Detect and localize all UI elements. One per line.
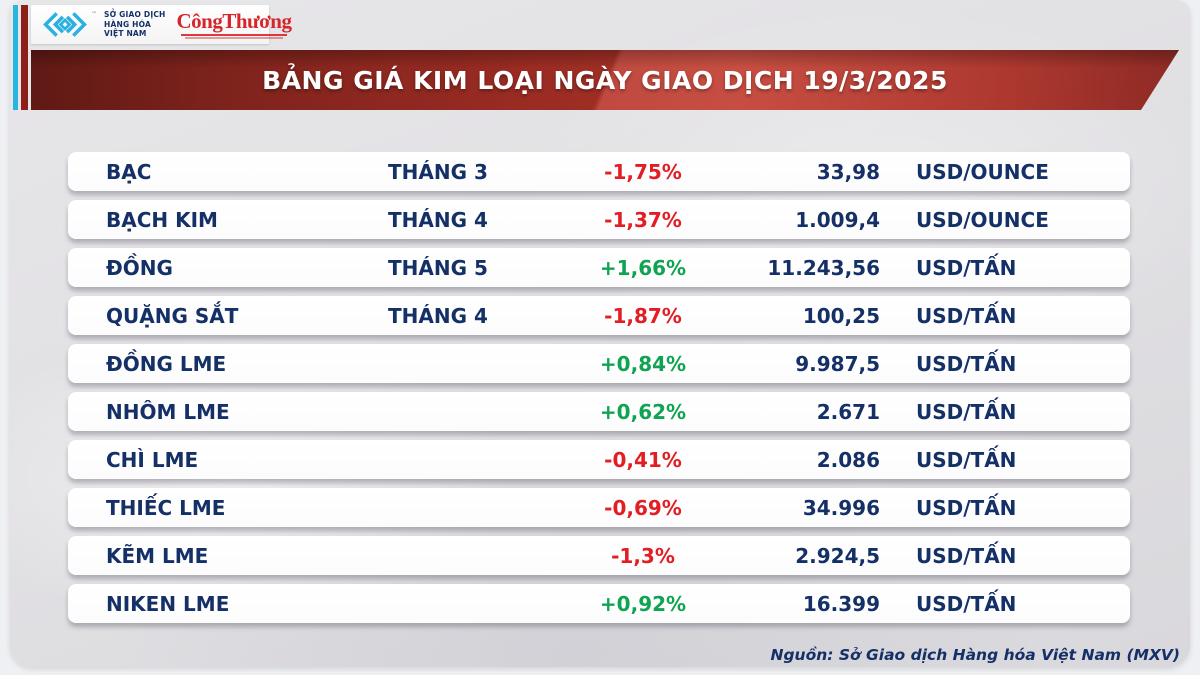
price-value: 2.086 — [816, 447, 880, 472]
commodity-name: BẠC — [106, 159, 152, 184]
title-banner: BẢNG GIÁ KIM LOẠI NGÀY GIAO DỊCH 19/3/20… — [31, 50, 1179, 110]
contract-month: THÁNG 4 — [388, 303, 488, 328]
accent-bar-cyan — [13, 5, 18, 110]
table-row: NIKEN LME +0,92% 16.399 USD/TẤN — [68, 584, 1130, 623]
change-percent: -1,87% — [604, 303, 682, 328]
price-unit: USD/OUNCE — [916, 159, 1049, 184]
price-value: 1.009,4 — [795, 207, 880, 232]
contract-month: THÁNG 3 — [388, 159, 488, 184]
contract-month: THÁNG 5 — [388, 255, 488, 280]
price-unit: USD/OUNCE — [916, 207, 1049, 232]
change-percent: +0,62% — [599, 399, 687, 424]
change-percent: +0,92% — [599, 591, 687, 616]
table-row: QUẶNG SẮT THÁNG 4 -1,87% 100,25 USD/TẤN — [68, 296, 1130, 335]
accent-bar-maroon — [21, 5, 28, 110]
commodity-name: ĐỒNG LME — [106, 351, 227, 376]
price-value: 34.996 — [802, 495, 880, 520]
table-row: THIẾC LME -0,69% 34.996 USD/TẤN — [68, 488, 1130, 527]
table-row: CHÌ LME -0,41% 2.086 USD/TẤN — [68, 440, 1130, 479]
mxv-logo-text: SỞ GIAO DỊCH HÀNG HÓA VIỆT NAM — [104, 10, 166, 39]
price-unit: USD/TẤN — [916, 543, 1017, 568]
price-value: 2.924,5 — [795, 543, 880, 568]
price-value: 9.987,5 — [795, 351, 880, 376]
commodity-name: THIẾC LME — [106, 495, 226, 520]
commodity-name: CHÌ LME — [106, 447, 199, 472]
commodity-name: NHÔM LME — [106, 399, 230, 424]
price-unit: USD/TẤN — [916, 303, 1017, 328]
price-table: BẠC THÁNG 3 -1,75% 33,98 USD/OUNCE BẠCH … — [68, 152, 1130, 623]
table-row: NHÔM LME +0,62% 2.671 USD/TẤN — [68, 392, 1130, 431]
mxv-logo-icon: ™ — [40, 9, 97, 40]
commodity-name: ĐỒNG — [106, 255, 173, 280]
change-percent: -1,3% — [611, 543, 675, 568]
table-row: ĐỒNG LME +0,84% 9.987,5 USD/TẤN — [68, 344, 1130, 383]
price-unit: USD/TẤN — [916, 447, 1017, 472]
commodity-name: NIKEN LME — [106, 591, 230, 616]
table-row: BẠC THÁNG 3 -1,75% 33,98 USD/OUNCE — [68, 152, 1130, 191]
table-row: ĐỒNG THÁNG 5 +1,66% 11.243,56 USD/TẤN — [68, 248, 1130, 287]
price-unit: USD/TẤN — [916, 495, 1017, 520]
page-title: BẢNG GIÁ KIM LOẠI NGÀY GIAO DỊCH 19/3/20… — [262, 65, 948, 95]
change-percent: +0,84% — [599, 351, 687, 376]
change-percent: -1,37% — [604, 207, 682, 232]
publisher-logo-box: ™ SỞ GIAO DỊCH HÀNG HÓA VIỆT NAM CôngThư… — [31, 5, 292, 44]
price-unit: USD/TẤN — [916, 591, 1017, 616]
trademark-symbol: ™ — [91, 11, 97, 18]
congthuong-wordmark: CôngThương — [176, 8, 292, 33]
congthuong-subrule — [184, 36, 284, 39]
price-value: 11.243,56 — [767, 255, 880, 280]
commodity-name: KẼM LME — [106, 543, 209, 568]
table-row: BẠCH KIM THÁNG 4 -1,37% 1.009,4 USD/OUNC… — [68, 200, 1130, 239]
price-unit: USD/TẤN — [916, 255, 1017, 280]
contract-month: THÁNG 4 — [388, 207, 488, 232]
price-unit: USD/TẤN — [916, 351, 1017, 376]
price-unit: USD/TẤN — [916, 399, 1017, 424]
commodity-name: BẠCH KIM — [106, 207, 218, 232]
price-value: 100,25 — [802, 303, 880, 328]
table-row: KẼM LME -1,3% 2.924,5 USD/TẤN — [68, 536, 1130, 575]
commodity-name: QUẶNG SẮT — [106, 303, 239, 328]
change-percent: -1,75% — [604, 159, 682, 184]
congthuong-logo: CôngThương — [176, 8, 292, 39]
price-value: 2.671 — [816, 399, 880, 424]
source-attribution: Nguồn: Sở Giao dịch Hàng hóa Việt Nam (M… — [770, 646, 1180, 664]
change-percent: -0,69% — [604, 495, 682, 520]
change-percent: -0,41% — [604, 447, 682, 472]
price-value: 16.399 — [802, 591, 880, 616]
price-value: 33,98 — [816, 159, 880, 184]
change-percent: +1,66% — [599, 255, 687, 280]
congthuong-rule — [181, 33, 287, 36]
